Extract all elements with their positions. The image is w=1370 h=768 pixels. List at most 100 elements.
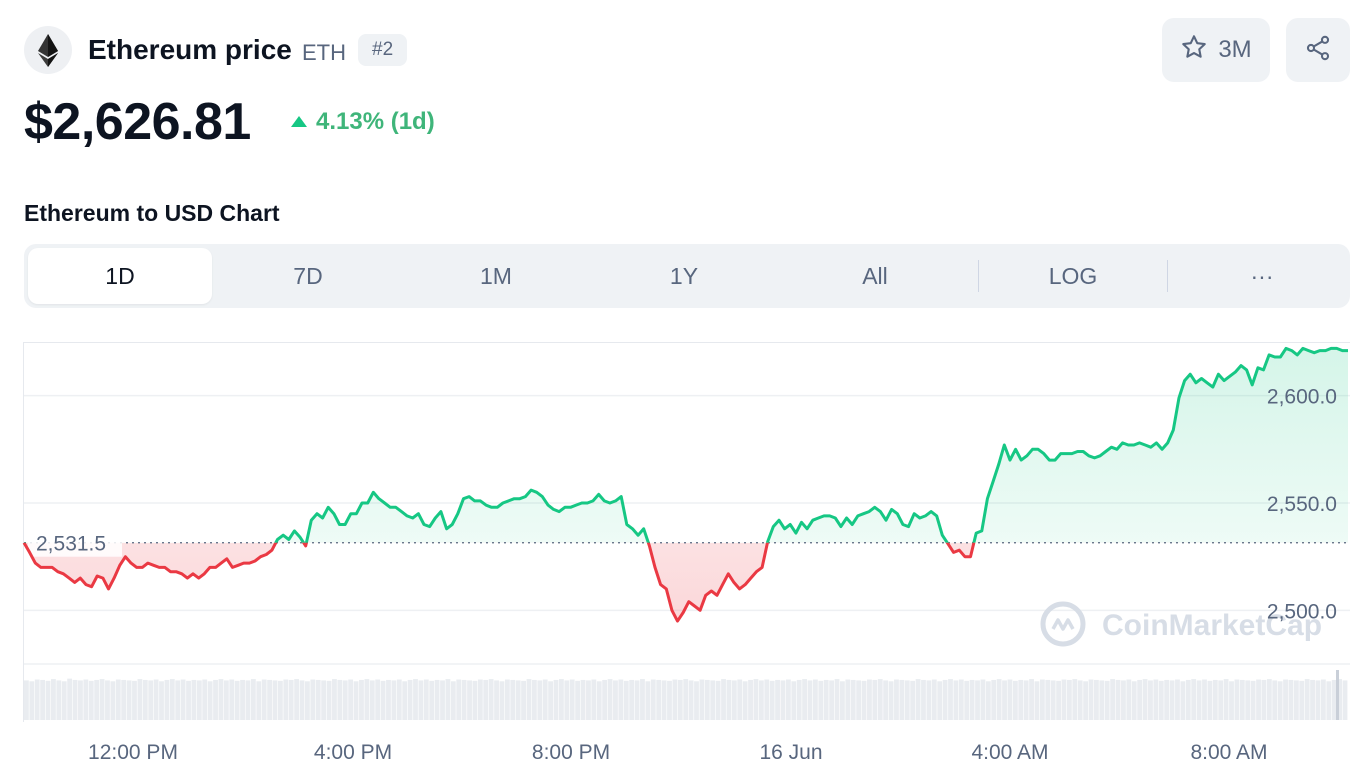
volume-bar [434, 679, 440, 720]
volume-bar [99, 679, 105, 720]
price-chart[interactable]: CoinMarketCap 2,531.5 2,500.0 2,550.0 2,60… [0, 336, 1370, 768]
volume-bar [1121, 680, 1126, 720]
volume-bar [704, 679, 710, 720]
volume-bar [1180, 681, 1186, 720]
watchlist-button[interactable]: 3M [1162, 18, 1270, 82]
volume-bar [294, 679, 300, 720]
volume-bar [1212, 679, 1218, 720]
volume-bar [899, 679, 905, 720]
volume-bar [186, 680, 191, 720]
volume-bar [423, 679, 429, 720]
volume-bar [450, 681, 456, 720]
volume-bar [710, 680, 716, 720]
volume-bar [315, 679, 321, 720]
volume-bar [440, 680, 445, 720]
volume-bar [51, 679, 56, 720]
volume-bar [937, 681, 943, 720]
volume-bar [580, 679, 586, 720]
volume-bar [396, 679, 402, 720]
volume-bar [337, 679, 343, 720]
reference-label-bg [28, 526, 122, 557]
tab-1y[interactable]: 1Y [669, 263, 699, 289]
volume-bar [845, 679, 851, 720]
volume-bar [175, 680, 181, 720]
volume-bar [985, 681, 991, 720]
share-button[interactable] [1286, 18, 1350, 82]
tab-7d[interactable]: 7D [293, 263, 323, 289]
caret-up-icon [290, 108, 308, 136]
volume-bar [861, 680, 867, 720]
volume-bar [742, 681, 748, 720]
volume-bar [332, 679, 337, 720]
volume-bar [364, 679, 370, 720]
volume-bar [645, 681, 651, 720]
volume-bar [850, 679, 856, 720]
volume-bar [386, 679, 391, 720]
share-icon [1304, 34, 1332, 67]
volume-bar [1029, 679, 1034, 720]
chart-left-border [23, 342, 24, 722]
volume-bar [531, 679, 537, 720]
volume-bar [748, 679, 753, 720]
volume-bar [1039, 679, 1045, 720]
volume-bar [1342, 680, 1348, 720]
volume-bar [969, 679, 975, 720]
volume-bar [1110, 679, 1116, 720]
tab-divider [978, 260, 979, 292]
volume-bar [1131, 681, 1137, 720]
watermark: CoinMarketCap [1040, 601, 1322, 647]
volume-bar [537, 680, 543, 720]
tab-log[interactable]: LOG [1048, 263, 1098, 289]
volume-bar [477, 679, 483, 720]
volume-bar [148, 680, 154, 720]
volume-bar [272, 680, 278, 720]
volume-bar [931, 679, 937, 720]
volume-bar [277, 680, 283, 720]
volume-bar [569, 679, 575, 720]
volume-bar [88, 680, 94, 720]
volume-bar [467, 680, 472, 720]
volume-bar [1034, 681, 1040, 720]
volume-bar [299, 680, 305, 720]
volume-bar [769, 680, 775, 720]
volume-bar [1148, 680, 1153, 720]
volume-bar [375, 679, 381, 720]
volume-bar [418, 680, 424, 720]
volume-bar [1012, 680, 1018, 720]
volume-bar [818, 680, 824, 720]
volume-bar [1256, 679, 1261, 720]
volume-bar [105, 680, 110, 720]
volume-bar [245, 680, 251, 720]
volume-bar [1104, 680, 1110, 720]
coin-name: Ethereum price [88, 34, 292, 65]
tab-all[interactable]: All [862, 263, 888, 289]
volume-bar [499, 681, 505, 720]
volume-bar [461, 679, 467, 720]
area-below-reference [24, 542, 974, 622]
volume-bar [694, 681, 699, 720]
volume-bar [753, 679, 759, 720]
volume-bar [834, 679, 840, 720]
volume-bar [840, 681, 845, 720]
volume-bar [683, 679, 689, 720]
volume-bar [1229, 681, 1234, 720]
tab-1m[interactable]: 1M [480, 263, 512, 289]
chart-title: Ethereum to USD Chart [24, 200, 280, 226]
tab-more[interactable]: ··· [1250, 263, 1274, 289]
volume-bar [958, 679, 964, 720]
volume-bar [1207, 680, 1213, 720]
reference-label: 2,531.5 [36, 533, 106, 556]
volume-bar [1158, 680, 1164, 720]
volume-bar [159, 681, 164, 720]
volume-bar [24, 680, 29, 720]
volume-bar [677, 679, 683, 720]
tab-1d[interactable]: 1D [28, 248, 212, 304]
volume-bar [785, 679, 791, 720]
volume-bar [586, 680, 591, 720]
volume-bar [1293, 680, 1299, 720]
volume-bar [634, 680, 640, 720]
volume-bar [521, 680, 526, 720]
volume-bar [1250, 680, 1256, 720]
volume-bar [34, 679, 40, 720]
volume-bar [456, 679, 462, 720]
